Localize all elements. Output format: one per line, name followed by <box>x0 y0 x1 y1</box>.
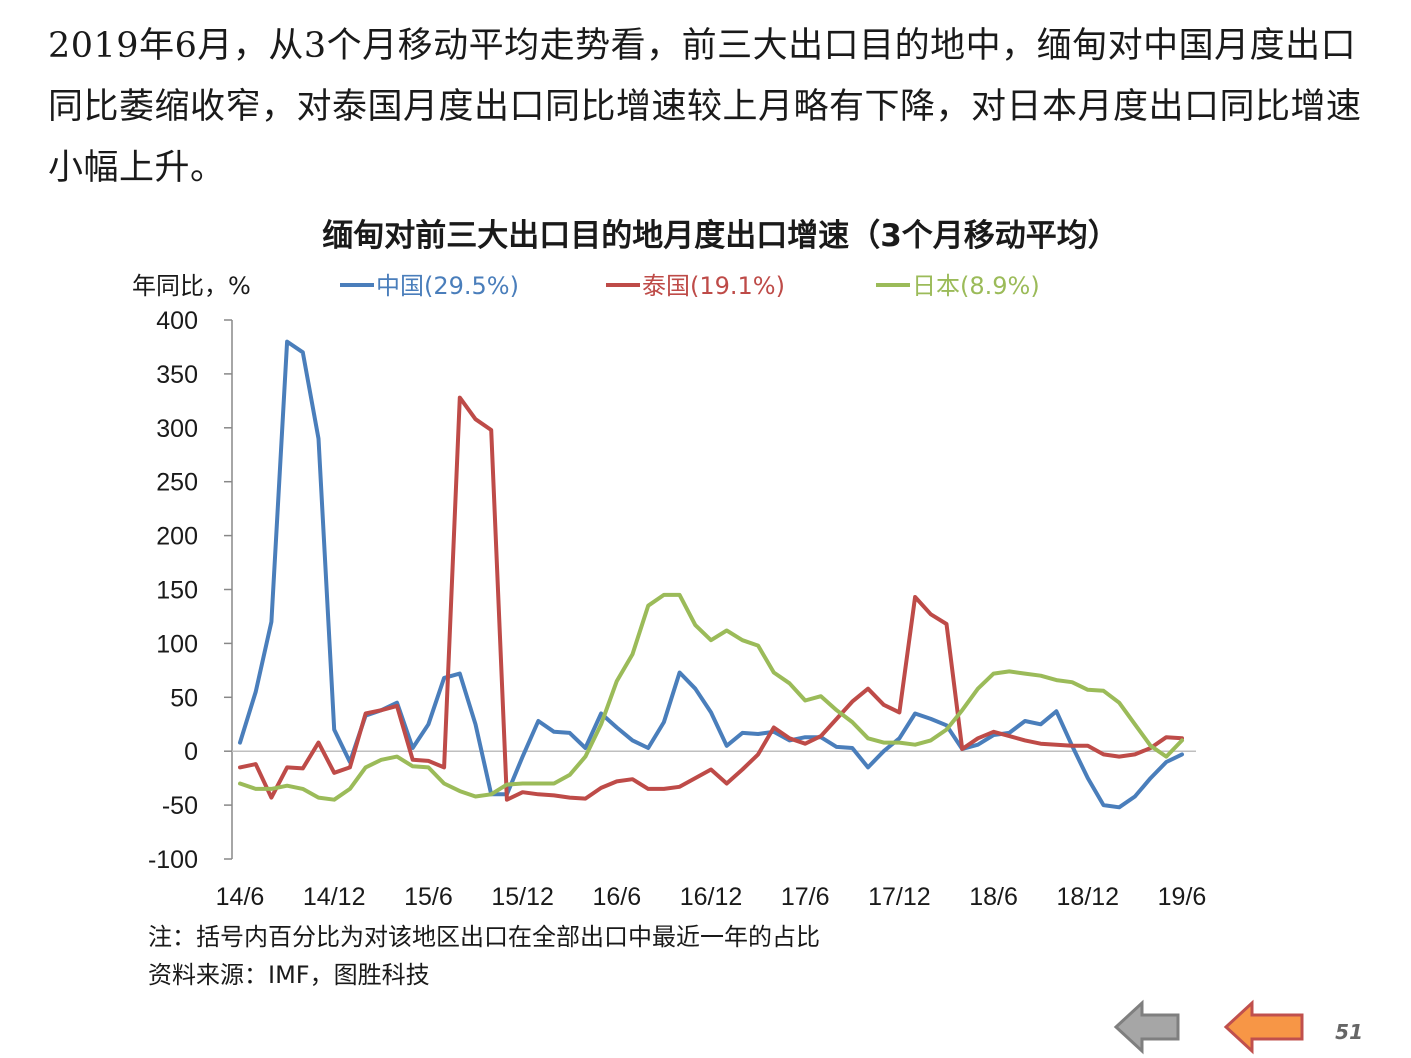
legend-label-china: 中国(29.5%) <box>376 272 519 300</box>
legend-item-thailand: 泰国(19.1%) <box>606 266 785 301</box>
y-tick-label: 200 <box>156 523 198 551</box>
x-tick-label: 14/12 <box>303 883 366 911</box>
x-tick-label: 18/12 <box>1057 883 1120 911</box>
footnote-source: 资料来源：IMF，图胜科技 <box>148 961 430 989</box>
intro-paragraph: 2019年6月，从3个月移动平均走势看，前三大出口目的地中，缅甸对中国月度出口同… <box>48 26 1362 188</box>
y-tick-label: 300 <box>156 415 198 443</box>
legend-swatch-china <box>340 283 374 287</box>
legend-label-thailand: 泰国(19.1%) <box>642 272 785 300</box>
left-arrow-icon <box>1223 999 1304 1055</box>
series-line-china <box>238 339 1184 810</box>
y-tick-label: 150 <box>156 577 198 605</box>
x-tick-label: 17/12 <box>868 883 931 911</box>
x-tick-label: 15/6 <box>404 883 453 911</box>
x-tick-label: 16/6 <box>592 883 641 911</box>
legend-label-japan: 日本(8.9%) <box>912 272 1040 300</box>
left-arrow-icon <box>1113 999 1180 1055</box>
y-tick-label: 250 <box>156 469 198 497</box>
x-tick-label: 15/12 <box>491 883 554 911</box>
y-tick-label: 0 <box>184 738 198 766</box>
y-tick-label: 100 <box>156 630 198 658</box>
legend-item-japan: 日本(8.9%) <box>876 266 1040 301</box>
y-tick-label: 50 <box>170 684 198 712</box>
legend-swatch-thailand <box>606 283 640 287</box>
x-tick-label: 16/12 <box>680 883 743 911</box>
series-line-thailand <box>238 395 1184 802</box>
legend-swatch-japan <box>876 283 910 287</box>
x-tick-label: 14/6 <box>216 883 265 911</box>
x-tick-label: 18/6 <box>969 883 1018 911</box>
chart-footnote: 注：括号内百分比为对该地区出口在全部出口中最近一年的占比 资料来源：IMF，图胜… <box>148 918 820 994</box>
y-tick-label: -50 <box>162 792 198 820</box>
chart-title: 缅甸对前三大出口目的地月度出口增速（3个月移动平均） <box>322 218 1119 254</box>
legend-item-china: 中国(29.5%) <box>340 266 519 301</box>
page-number: 51 <box>1335 1020 1363 1044</box>
y-tick-label: 350 <box>156 361 198 389</box>
y-tick-label: 400 <box>156 307 198 335</box>
series-line-japan <box>238 592 1184 802</box>
footnote-share: 注：括号内百分比为对该地区出口在全部出口中最近一年的占比 <box>148 923 820 951</box>
back-arrow-button[interactable] <box>1112 998 1184 1056</box>
y-tick-label: -100 <box>148 846 198 874</box>
x-tick-label: 19/6 <box>1158 883 1207 911</box>
y-axis-label: 年同比，% <box>132 272 251 300</box>
x-tick-label: 17/6 <box>781 883 830 911</box>
forward-arrow-button[interactable] <box>1222 998 1308 1056</box>
